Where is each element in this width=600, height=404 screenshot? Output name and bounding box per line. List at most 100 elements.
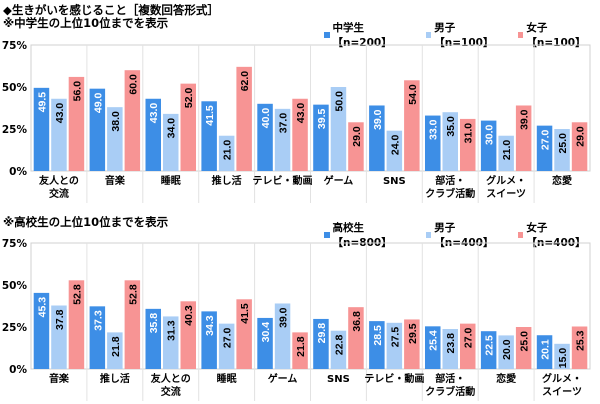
chart1-subtitle: ※中学生の上位10位までを表示 <box>3 16 169 30</box>
category-label: 睡眠 <box>217 372 237 385</box>
category-label: ゲーム <box>268 372 298 385</box>
bar-total <box>201 311 217 369</box>
data-label: 40.3 <box>183 305 195 326</box>
category-label: 交流 <box>49 187 69 200</box>
data-label: 49.0 <box>92 93 104 114</box>
data-label: 33.0 <box>428 119 440 140</box>
data-label: 39.0 <box>278 307 290 328</box>
category-label: スイーツ <box>542 386 582 398</box>
bar-female <box>180 301 196 369</box>
data-label: 31.0 <box>463 123 475 144</box>
legend-swatch-total <box>324 32 330 38</box>
data-label: 39.5 <box>316 108 328 129</box>
bar-total <box>201 101 217 171</box>
category-label: 交流 <box>161 385 181 398</box>
bar-total <box>480 331 497 369</box>
data-label: 38.0 <box>110 111 122 132</box>
bar-female <box>292 332 308 369</box>
data-label: 15.0 <box>557 348 569 369</box>
bar-female <box>404 80 420 171</box>
bar-male <box>442 112 458 171</box>
bar-female <box>236 66 252 171</box>
bar-female <box>404 319 420 369</box>
bar-female <box>124 280 141 369</box>
legend-item-total: 中学生【n=200】 <box>324 20 416 50</box>
data-label: 25.0 <box>519 331 531 352</box>
data-label: 62.0 <box>239 71 251 92</box>
bar-female <box>180 83 196 171</box>
data-label: 29.5 <box>407 323 419 344</box>
bar-total <box>313 104 329 171</box>
data-label: 24.0 <box>389 135 401 156</box>
bar-male <box>386 322 403 369</box>
category-label: 部活・ <box>435 372 465 385</box>
bar-total <box>369 105 385 171</box>
legend-item-female: 女子【n=100】 <box>517 20 600 50</box>
category-label: 推し活 <box>100 372 130 385</box>
bar-female <box>460 118 476 171</box>
category-label: 音楽 <box>105 174 126 187</box>
bar-female <box>515 105 532 171</box>
category-label: 恋愛 <box>496 372 516 385</box>
category-label: グルメ・ <box>542 372 582 385</box>
bar-female <box>571 122 588 171</box>
data-label: 52.8 <box>71 284 83 305</box>
legend-swatch-female <box>517 32 524 38</box>
y-tick-label: 75% <box>2 40 28 52</box>
bar-female <box>348 307 364 369</box>
data-label: 37.8 <box>54 309 66 330</box>
y-tick-label: 0% <box>9 364 27 376</box>
data-label: 29.8 <box>316 323 328 344</box>
bar-male <box>218 323 235 369</box>
y-tick-label: 25% <box>2 124 28 136</box>
data-label: 37.0 <box>278 113 290 134</box>
bar-male <box>163 316 179 369</box>
bar-total <box>425 115 441 171</box>
y-tick-label: 75% <box>2 238 28 250</box>
legend-label: 中学生【n=200】 <box>332 22 392 49</box>
data-label: 41.5 <box>204 105 216 126</box>
data-label: 39.0 <box>519 109 531 130</box>
data-label: 35.8 <box>148 313 160 334</box>
category-label: 音楽 <box>49 372 70 385</box>
bar-male <box>554 129 570 171</box>
data-label: 60.0 <box>127 74 139 95</box>
legend-swatch-male <box>425 232 432 238</box>
legend-label: 女子【n=100】 <box>526 22 586 49</box>
y-tick-label: 0% <box>9 166 27 178</box>
chart-title: ◆生きがいを感じること［複数回答形式］ <box>3 3 219 17</box>
data-label: 27.5 <box>389 327 401 348</box>
legend-swatch-male <box>425 32 432 38</box>
bar-total <box>89 306 106 369</box>
data-label: 43.0 <box>54 103 66 124</box>
bar-male <box>498 135 514 171</box>
data-label: 34.0 <box>166 118 178 139</box>
bar-male <box>554 343 570 369</box>
bar-total <box>257 103 273 171</box>
data-label: 49.5 <box>36 92 48 113</box>
y-tick-label: 25% <box>2 322 28 334</box>
chart2-subtitle: ※高校生の上位10位までを表示 <box>3 215 169 229</box>
bar-total <box>145 98 161 171</box>
bar-total <box>33 292 50 369</box>
data-label: 27.0 <box>222 327 234 348</box>
category-label: テレビ・動画 <box>253 174 313 187</box>
data-label: 29.0 <box>351 126 363 147</box>
bar-male <box>330 330 347 369</box>
bar-female <box>124 70 141 171</box>
data-label: 21.0 <box>501 140 513 161</box>
bar-male <box>51 305 67 369</box>
category-label: SNS <box>327 374 350 385</box>
bar-total <box>257 317 273 369</box>
data-label: 25.4 <box>428 330 440 351</box>
data-label: 54.0 <box>407 84 419 105</box>
data-label: 50.0 <box>333 91 345 112</box>
bar-female <box>460 323 476 369</box>
bar-female <box>348 122 364 171</box>
category-label: SNS <box>383 176 406 187</box>
bar-male <box>107 332 123 369</box>
bar-male <box>163 113 179 171</box>
data-label: 45.3 <box>36 297 48 318</box>
data-label: 41.5 <box>239 303 251 324</box>
